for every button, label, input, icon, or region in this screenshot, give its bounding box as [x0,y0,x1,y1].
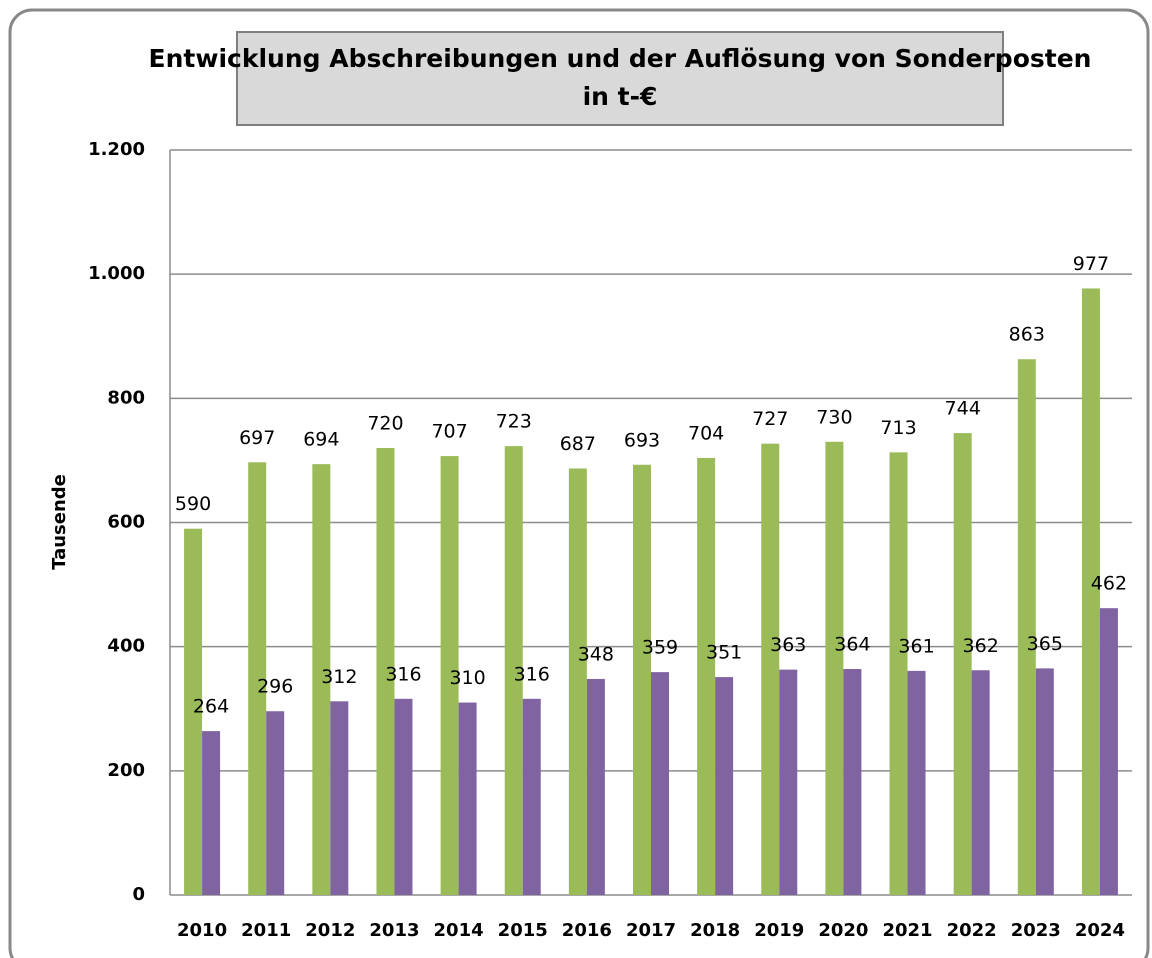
bar [202,731,221,895]
x-tick-label: 2018 [690,920,740,941]
x-tick-label: 2015 [498,920,548,941]
value-label: 713 [880,417,916,439]
value-label: 361 [898,635,934,657]
title-line: Entwicklung Abschreibungen und der Auflö… [149,44,1092,73]
title-box [236,31,1004,126]
value-label: 362 [963,635,999,657]
bar [394,698,413,895]
y-axis-label: Tausende [49,474,70,570]
value-label: 351 [706,642,742,664]
x-tick-label: 2014 [434,920,484,941]
x-tick-label: 2019 [754,920,804,941]
x-tick-label: 2020 [818,920,868,941]
bar [761,443,780,895]
value-label: 707 [431,421,467,443]
bar [248,462,267,895]
bar [376,448,395,895]
bar [312,464,331,895]
value-label: 720 [367,413,403,435]
y-tick-label: 800 [107,387,145,408]
y-tick-label: 600 [107,512,145,533]
bar [1017,359,1036,895]
value-label: 365 [1027,633,1063,655]
value-label: 316 [385,663,421,685]
value-label: 312 [321,666,357,688]
y-tick-label: 1.000 [88,263,145,284]
bar [586,678,605,895]
bar [953,433,972,895]
y-tick-label: 0 [132,884,145,905]
bar [568,468,587,895]
value-label: 687 [560,433,596,455]
x-tick-label: 2023 [1011,920,1061,941]
bar [266,711,285,895]
bar [715,677,734,895]
value-label: 462 [1091,573,1127,595]
x-tick-label: 2010 [177,920,227,941]
bar [971,670,990,895]
bar [907,670,926,895]
x-tick-label: 2021 [882,920,932,941]
bar [633,464,651,895]
y-tick-label: 400 [107,636,145,657]
x-tick-label: 2011 [241,920,291,941]
x-tick-label: 2022 [947,920,997,941]
x-tick-label: 2024 [1075,920,1125,941]
value-label: 364 [834,634,870,656]
value-label: 727 [752,408,788,430]
bar [825,441,844,895]
bar [697,457,716,895]
bar [458,702,477,895]
value-label: 348 [578,643,614,665]
value-label: 744 [945,398,981,420]
value-label: 590 [175,493,211,515]
bar [1081,288,1100,896]
x-tick-label: 2017 [626,920,676,941]
bar [522,698,541,895]
bar [1035,668,1054,895]
bar [889,452,908,895]
value-label: 730 [816,406,852,428]
bar [651,672,669,895]
value-label: 977 [1073,253,1109,275]
value-label: 723 [496,411,532,433]
y-tick-label: 200 [107,760,145,781]
bar [440,456,459,895]
x-tick-label: 2012 [305,920,355,941]
title-line: in t-€ [583,82,658,111]
value-label: 363 [770,634,806,656]
value-label: 697 [239,427,275,449]
bar [843,669,862,895]
value-label: 704 [688,422,724,444]
x-tick-label: 2013 [369,920,419,941]
value-label: 693 [624,429,660,451]
value-label: 694 [303,429,339,451]
bar [1099,608,1118,895]
value-label: 359 [642,637,678,659]
value-label: 296 [257,676,293,698]
bar [779,669,798,895]
value-label: 863 [1009,324,1045,346]
bar [330,701,349,895]
chart-title: Entwicklung Abschreibungen und der Auflö… [149,44,1092,111]
bar [504,446,523,895]
value-label: 264 [193,696,229,718]
y-tick-label: 1.200 [88,139,145,160]
value-label: 310 [449,667,485,689]
x-tick-label: 2016 [562,920,612,941]
value-label: 316 [514,663,550,685]
bar [184,528,203,895]
